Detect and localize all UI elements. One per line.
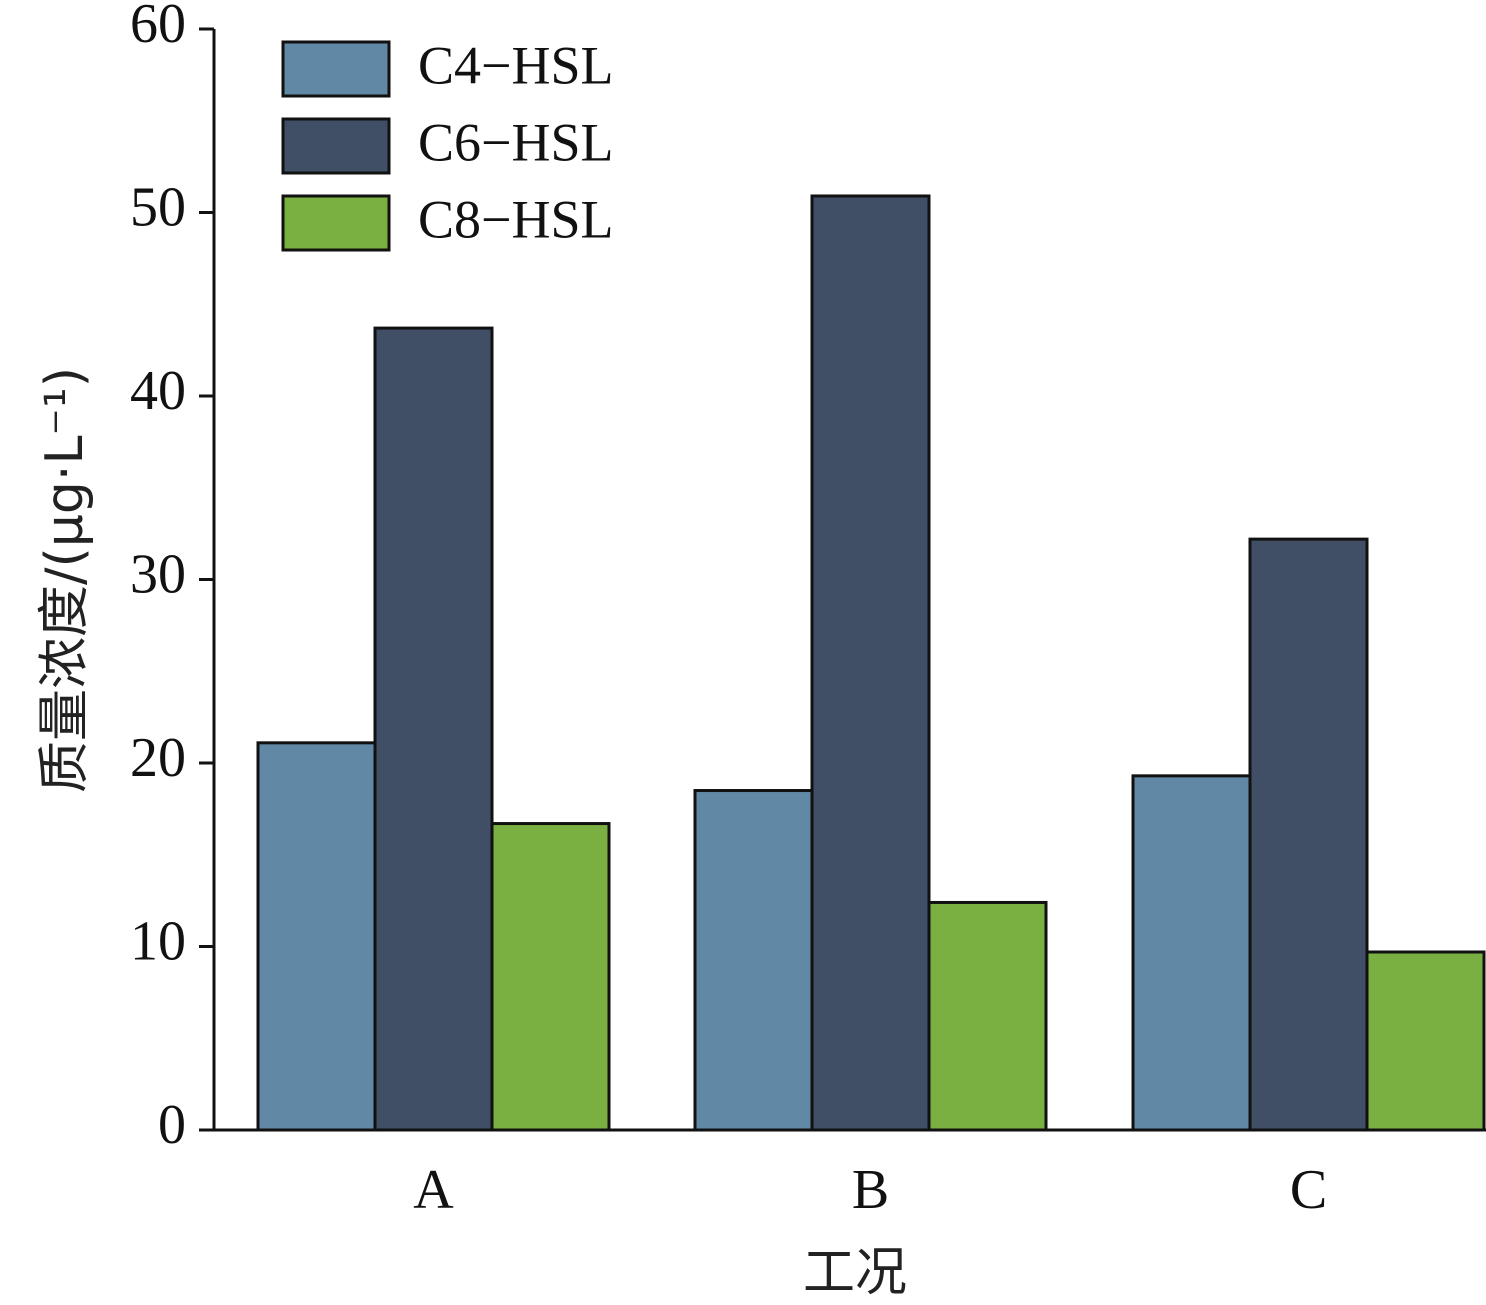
bar-c-series-1 <box>1131 774 1252 1132</box>
legend-swatch <box>281 117 391 175</box>
y-tick-label: 40 <box>130 360 186 422</box>
x-tick-label: C <box>1290 1159 1327 1221</box>
x-tick-label: B <box>852 1159 889 1221</box>
bar-a-series-3 <box>490 822 611 1132</box>
legend-swatch <box>281 40 391 98</box>
y-tick-label: 0 <box>158 1094 186 1156</box>
x-axis-title: 工况 <box>803 1243 907 1303</box>
y-tick-label: 50 <box>130 176 186 238</box>
legend: C4−HSL C6−HSL C8−HSL <box>281 35 614 252</box>
bar-a-series-2 <box>373 326 494 1132</box>
legend-label: C8−HSL <box>418 189 614 249</box>
y-tick-label: 20 <box>130 727 186 789</box>
axes-group <box>199 27 1486 1132</box>
legend-label: C6−HSL <box>418 112 614 172</box>
legend-swatch <box>281 194 391 252</box>
bars-group <box>256 194 1486 1132</box>
bar-b-series-1 <box>693 789 814 1132</box>
y-tick-label: 60 <box>130 0 186 55</box>
bar-a-series-1 <box>256 741 377 1132</box>
y-tick-label: 30 <box>130 543 186 605</box>
bar-b-series-2 <box>810 194 931 1132</box>
bar-c-series-2 <box>1248 537 1369 1132</box>
bar-c-series-3 <box>1365 950 1486 1132</box>
bar-b-series-3 <box>927 900 1048 1132</box>
legend-label: C4−HSL <box>418 35 614 95</box>
y-tick-label: 10 <box>130 910 186 972</box>
y-axis-title: 质量浓度/(μg·L⁻¹) <box>35 367 95 793</box>
ticks-group: A B C 0 10 20 30 40 50 60 <box>130 0 1327 1221</box>
x-tick-label: A <box>413 1159 454 1221</box>
